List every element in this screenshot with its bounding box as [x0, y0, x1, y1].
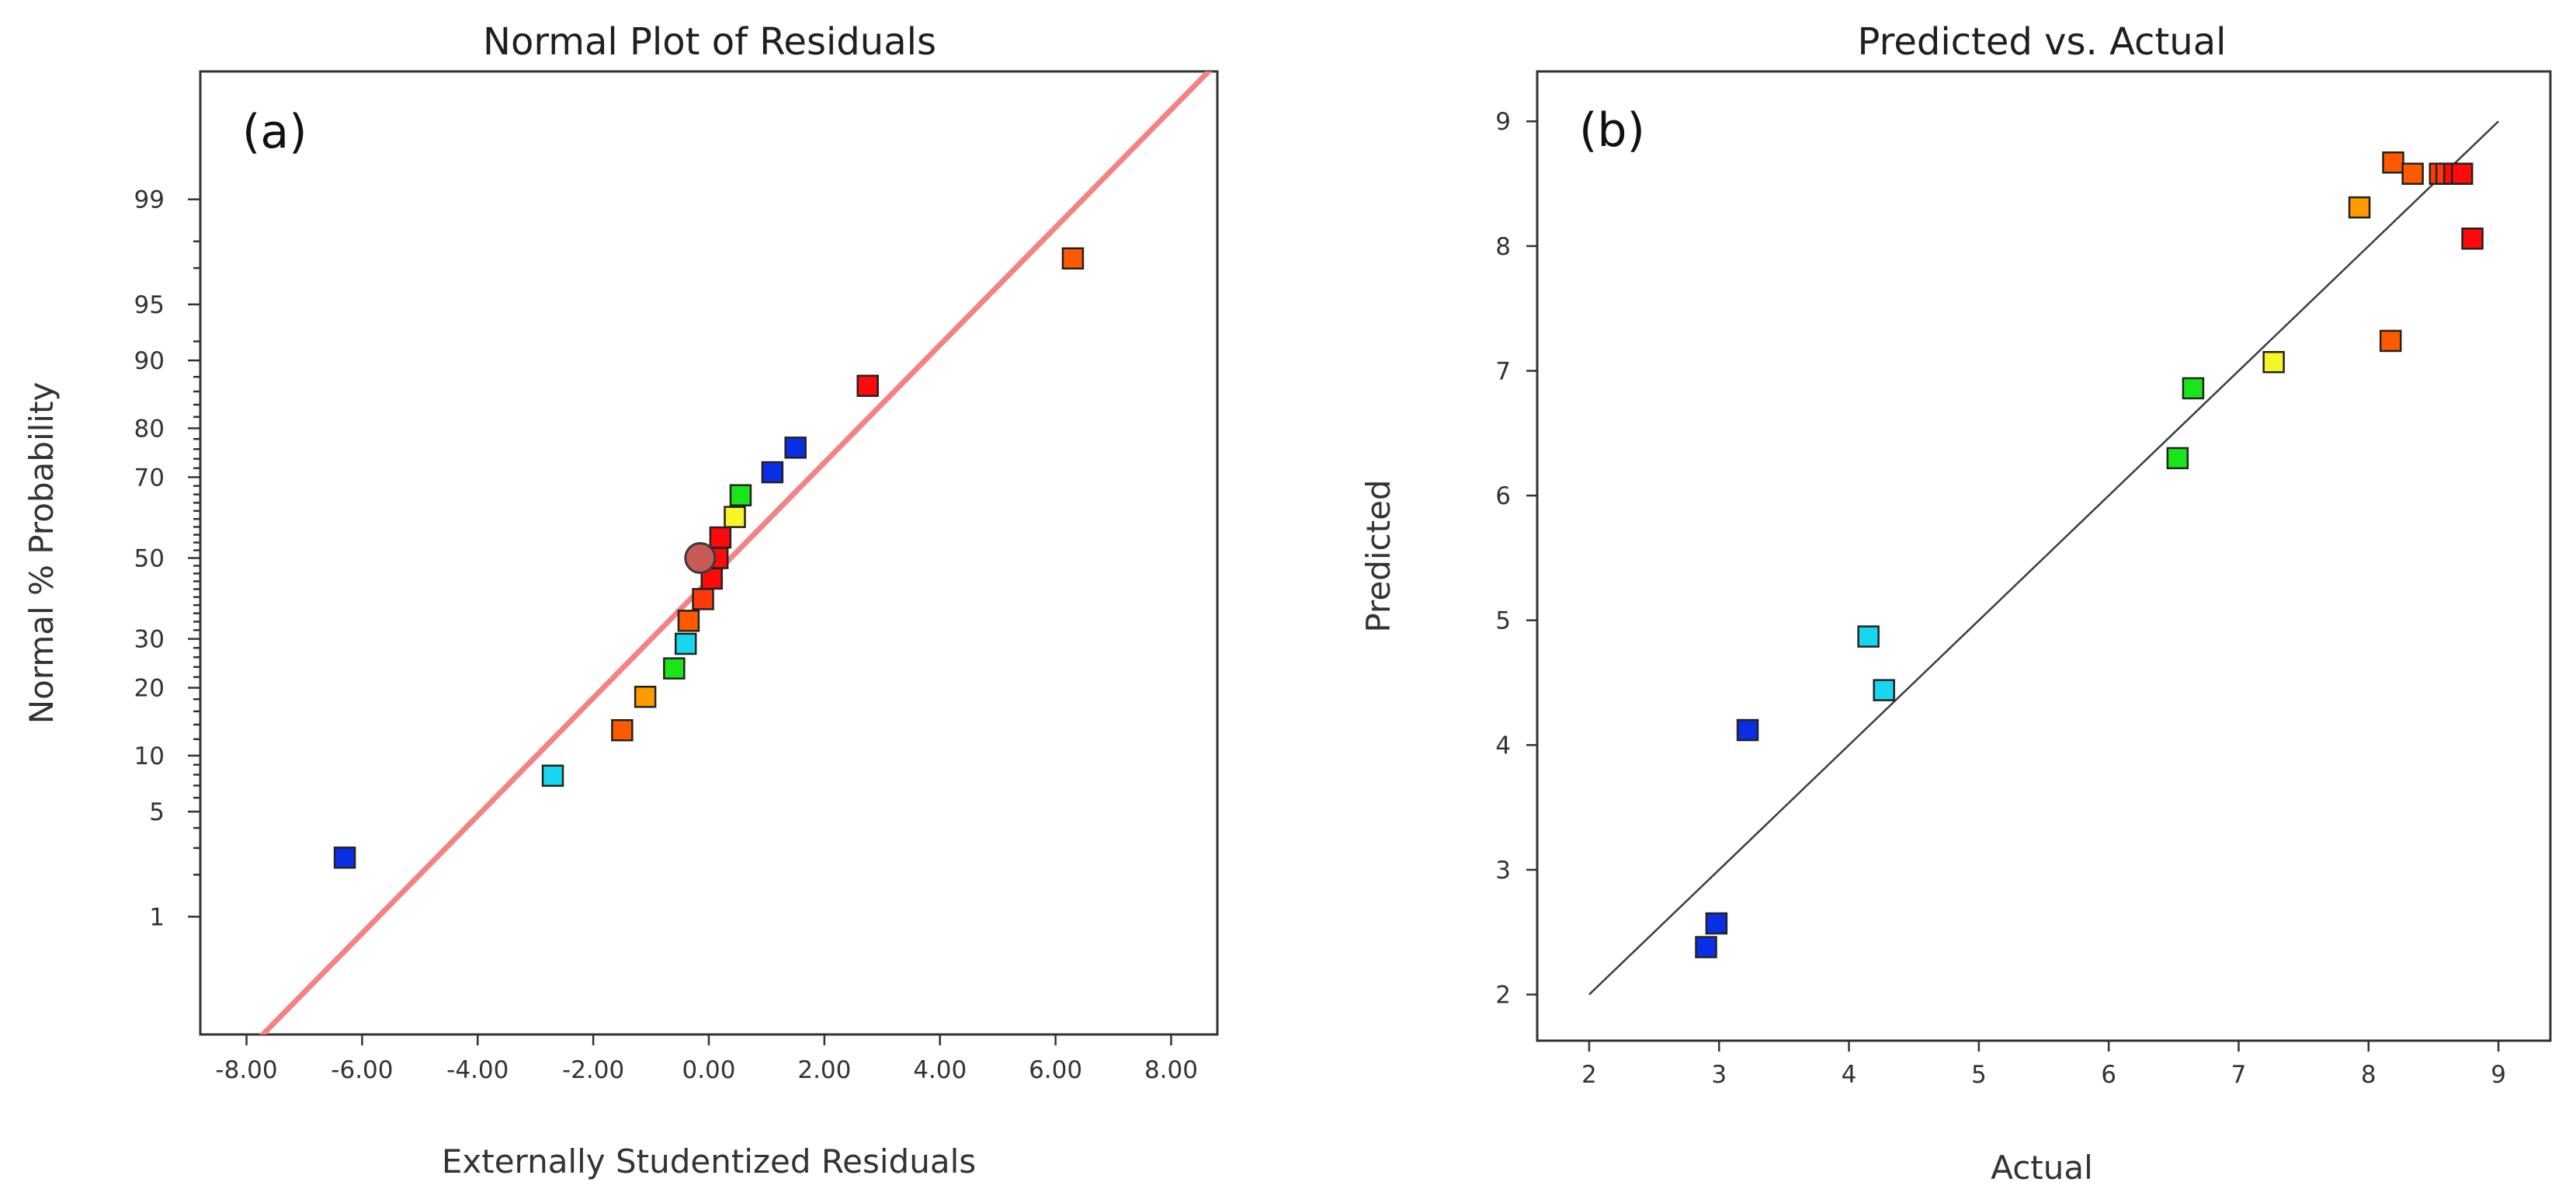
panel-b-point — [2382, 151, 2404, 174]
panel-a-y-tick-label: 50 — [134, 545, 165, 573]
panel-a-title: Normal Plot of Residuals — [483, 20, 936, 64]
panel-b-point — [2401, 162, 2424, 185]
panel-a-x-tick-label: 8.00 — [1144, 1056, 1198, 1084]
panel-a-y-tick-label: 1 — [149, 903, 165, 931]
panel-b-x-tick-label: 3 — [1711, 1061, 1727, 1089]
panel-a-point — [333, 847, 356, 869]
panel-a-fit-line — [259, 71, 1213, 1034]
panel-a-x-tick-label: -8.00 — [215, 1056, 277, 1084]
panel-a-x-axis-label: Externally Studentized Residuals — [442, 1142, 976, 1180]
panel-b-ticks: 2 3 4 5 6 7 8 9 2 3 4 5 6 7 8 9 — [1495, 108, 2506, 1089]
panel-a-point — [1061, 247, 1085, 270]
panel-b-y-tick-label: 7 — [1495, 357, 1511, 385]
panel-a-y-tick-label: 95 — [134, 291, 165, 319]
panel-b-point — [2461, 227, 2484, 250]
panel-a-y-tick-label: 70 — [134, 464, 165, 492]
panel-b-y-tick-label: 2 — [1495, 982, 1511, 1010]
panel-b-points — [1695, 151, 2484, 958]
panel-a-y-tick-label: 10 — [134, 742, 165, 770]
panel-a-y-tick-label: 20 — [134, 675, 165, 703]
panel-b-x-tick-label: 9 — [2491, 1061, 2506, 1089]
panel-b-fit-line — [1588, 120, 2499, 996]
panel-a-point — [692, 588, 714, 610]
panel-a-point — [761, 461, 784, 484]
panel-a-point — [674, 632, 697, 655]
panel-b-title: Predicted vs. Actual — [1858, 20, 2227, 64]
panel-b-x-tick-label: 5 — [1971, 1061, 1987, 1089]
panel-a-median-marker — [684, 542, 717, 575]
panel-b-y-tick-label: 6 — [1495, 482, 1511, 510]
panel-b-label: (b) — [1579, 103, 1645, 158]
panel-b-y-tick-label: 9 — [1495, 108, 1511, 136]
panel-a-point — [634, 685, 657, 708]
panel-a-y-tick-label: 90 — [134, 347, 165, 375]
panel-a-y-tick-label: 5 — [149, 798, 165, 826]
panel-a-normal-plot: Normal Plot of Residuals (a) Externally … — [23, 20, 1219, 1180]
panel-b-point — [2166, 447, 2189, 470]
panel-b-y-tick-label: 3 — [1495, 857, 1511, 885]
panel-b-x-tick-label: 6 — [2101, 1061, 2116, 1089]
panel-a-x-tick-label: 0.00 — [682, 1056, 735, 1084]
panel-b-point — [2262, 350, 2285, 374]
panel-a-reference-line — [259, 71, 1213, 1034]
panel-b-x-axis-label: Actual — [1991, 1149, 2093, 1187]
panel-a-y-tick-label: 30 — [134, 626, 165, 654]
panel-b-point — [2348, 196, 2371, 219]
panel-a-point — [856, 374, 879, 398]
panel-a-x-tick-label: 6.00 — [1029, 1056, 1082, 1084]
panel-b-reference-line — [1588, 120, 2499, 996]
panel-a-label: (a) — [242, 105, 307, 159]
panel-a-point — [611, 719, 634, 742]
panel-a-x-tick-label: 4.00 — [913, 1056, 967, 1084]
panel-a-y-axis-label: Normal % Probability — [23, 382, 61, 725]
panel-b-point — [2182, 377, 2205, 400]
panel-b-point — [1705, 912, 1728, 935]
panel-a-point — [724, 506, 746, 528]
panel-a-point — [541, 764, 564, 788]
panel-a-points — [333, 247, 1085, 869]
panel-a-point — [677, 610, 700, 632]
panel-b-point — [1857, 625, 1880, 648]
panel-b-y-tick-label: 5 — [1495, 607, 1511, 635]
panel-a-x-tick-label: -4.00 — [446, 1056, 509, 1084]
panel-b-point — [1695, 936, 1717, 958]
panel-b-x-tick-label: 7 — [2231, 1061, 2247, 1089]
panel-a-y-tick-label: 99 — [134, 186, 165, 214]
panel-a-point — [709, 526, 732, 549]
panel-b-x-tick-label: 4 — [1842, 1061, 1857, 1089]
panel-a-x-tick-label: 2.00 — [797, 1056, 851, 1084]
panel-b-y-tick-label: 4 — [1495, 732, 1511, 760]
panel-b-predicted-vs-actual: Predicted vs. Actual (b) Actual Predicte… — [1359, 20, 2552, 1187]
panel-a-point — [729, 484, 752, 506]
panel-b-y-axis-label: Predicted — [1359, 479, 1397, 632]
panel-b-y-tick-label: 8 — [1495, 233, 1511, 261]
panel-b-point — [1736, 718, 1759, 742]
panel-a-x-tick-label: -2.00 — [562, 1056, 624, 1084]
panel-b-point — [2379, 329, 2402, 353]
panel-b-point — [2450, 162, 2474, 185]
panel-a-ticks: -8.00 -6.00 -4.00 -2.00 0.00 2.00 4.00 6.00 8.00… — [134, 186, 1198, 1084]
panel-b-plot-frame — [1536, 70, 2552, 1042]
panel-b-point — [1873, 679, 1895, 701]
panel-a-point — [784, 436, 807, 459]
panel-b-x-tick-label: 2 — [1581, 1061, 1597, 1089]
panel-a-y-tick-label: 80 — [134, 415, 165, 443]
panel-a-point — [663, 657, 686, 680]
panel-b-x-tick-label: 8 — [2361, 1061, 2376, 1089]
panel-a-x-tick-label: -6.00 — [331, 1056, 393, 1084]
